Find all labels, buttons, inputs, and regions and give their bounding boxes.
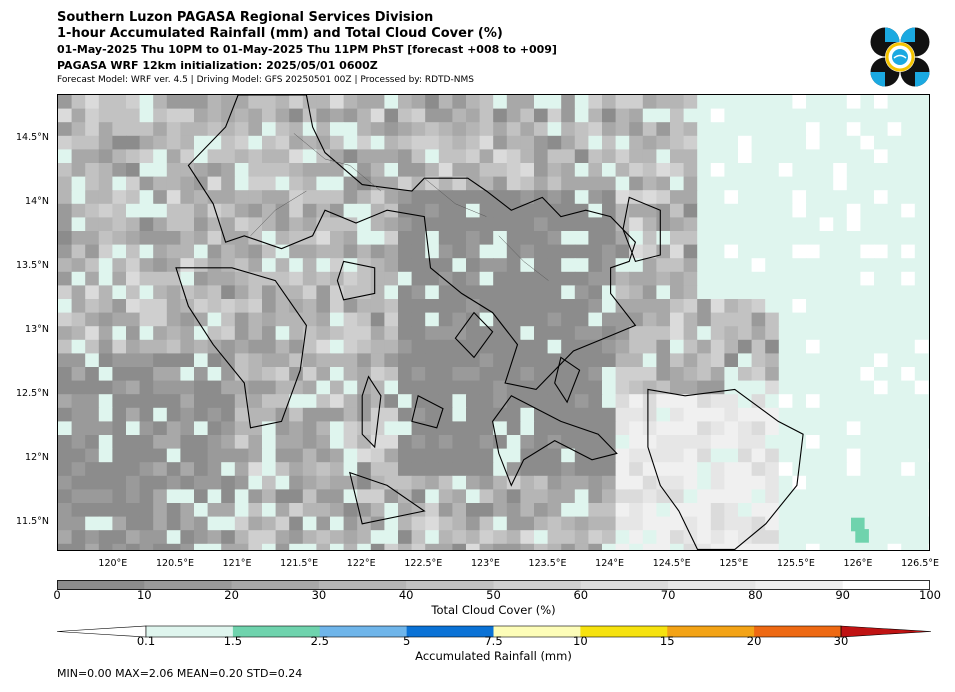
rainfall-swatch: [406, 626, 494, 637]
title-product: 1-hour Accumulated Rainfall (mm) and Tot…: [57, 26, 503, 41]
cloud-cover-colorbar-label: Total Cloud Cover (%): [431, 603, 556, 617]
lon-label: 120.5°E: [155, 558, 194, 569]
rainfall-statistics: MIN=0.00 MAX=2.06 MEAN=0.20 STD=0.24: [57, 667, 303, 680]
province-borders: [250, 133, 549, 281]
rainfall-tick: 7.5: [484, 634, 503, 648]
cloud-cover-tick: 60: [573, 588, 589, 602]
cloud-cover-tick: 50: [486, 588, 501, 602]
cloud-cover-swatch: [144, 580, 233, 590]
rainfall-tick: 10: [573, 634, 588, 648]
cloud-cover-swatch: [755, 580, 844, 590]
rainfall-swatch: [754, 626, 842, 637]
lat-label: 11.5°N: [15, 515, 49, 527]
lat-label: 13°N: [25, 323, 49, 335]
rainfall-tick: 15: [659, 634, 675, 648]
pagasa-logo: [870, 27, 930, 87]
rainfall-tick: 2.5: [310, 634, 329, 648]
rainfall-tick: 1.5: [223, 634, 243, 648]
rainfall-swatch: [146, 626, 234, 637]
cloud-cover-swatch: [842, 580, 931, 590]
lon-label: 124.5°E: [652, 558, 691, 569]
lon-label: 126.5°E: [901, 558, 940, 569]
cloud-cover-swatch: [57, 580, 145, 590]
rainfall-swatch: [667, 626, 755, 637]
cloud-cover-tick: 70: [660, 588, 676, 602]
rainfall-tick: 5: [402, 634, 411, 648]
lat-label: 12°N: [25, 451, 49, 463]
lon-label: 122.5°E: [404, 558, 443, 569]
cloud-rain-grid: [58, 95, 929, 550]
lon-label: 123°E: [470, 558, 500, 569]
cloud-cover-tick: 80: [748, 588, 763, 602]
rainfall-colorbar: [56, 625, 932, 638]
cloud-cover-swatch: [406, 580, 494, 590]
cloud-cover-tick: 30: [311, 588, 327, 602]
cloud-cover-tick: 40: [398, 588, 414, 602]
lat-label: 14°N: [25, 195, 49, 207]
map-canvas: [58, 95, 929, 550]
lat-label: 14.5°N: [15, 131, 49, 143]
rainfall-under-triangle: [56, 625, 147, 638]
rainfall-swatch: [319, 626, 408, 637]
cloud-cover-swatch: [580, 580, 669, 590]
lon-label: 124°E: [595, 558, 625, 569]
lat-label: 13.5°N: [15, 259, 49, 271]
cloud-cover-swatch: [493, 580, 582, 590]
model-initialization: PAGASA WRF 12km initialization: 2025/05/…: [57, 59, 378, 72]
lon-label: 125°E: [719, 558, 749, 569]
cloud-cover-tick: 100: [919, 588, 941, 602]
cloud-cover-tick: 90: [835, 588, 851, 602]
rainfall-over-triangle: [840, 625, 932, 638]
rainfall-swatch: [493, 626, 581, 637]
rainfall-colorbar-label: Accumulated Rainfall (mm): [415, 649, 572, 663]
rainfall-swatch: [232, 626, 321, 637]
cloud-cover-tick: 20: [224, 588, 239, 602]
cloud-cover-swatch: [318, 580, 407, 590]
lon-label: 120°E: [98, 558, 128, 569]
model-credits: Forecast Model: WRF ver. 4.5 | Driving M…: [57, 75, 474, 85]
rainfall-tick: 20: [746, 634, 762, 648]
valid-time: 01-May-2025 Thu 10PM to 01-May-2025 Thu …: [57, 43, 557, 56]
rainfall-tick: 0.1: [136, 634, 156, 648]
cloud-cover-colorbar: [57, 580, 931, 590]
lon-label: 123.5°E: [528, 558, 567, 569]
coastlines: [175, 95, 804, 550]
rainfall-swatch: [580, 626, 668, 637]
lon-label: 121°E: [222, 558, 252, 569]
lon-label: 122°E: [346, 558, 376, 569]
rainfall-tick: 30: [833, 634, 849, 648]
lat-label: 12.5°N: [15, 387, 49, 399]
lon-label: 121.5°E: [280, 558, 319, 569]
forecast-map[interactable]: [57, 94, 930, 551]
lon-label: 125.5°E: [776, 558, 815, 569]
cloud-cover-swatch: [668, 580, 756, 590]
lon-label: 126°E: [843, 558, 873, 569]
cloud-cover-swatch: [231, 580, 320, 590]
cloud-cover-tick: 0: [53, 588, 61, 602]
cloud-cover-tick: 10: [136, 588, 152, 602]
title-region: Southern Luzon PAGASA Regional Services …: [57, 10, 434, 25]
